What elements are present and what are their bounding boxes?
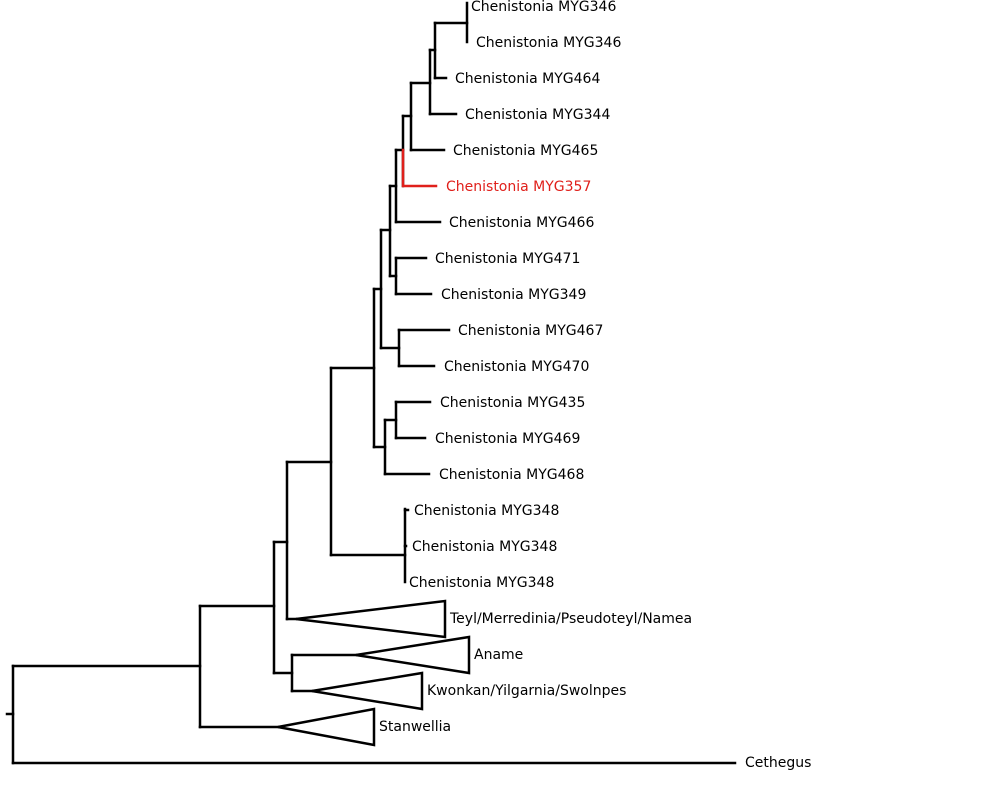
- taxon-label: Chenistonia MYG464: [455, 71, 600, 87]
- clade-label: Stanwellia: [379, 719, 451, 735]
- clade-label: Teyl/Merredinia/Pseudoteyl/Namea: [449, 611, 692, 627]
- taxon-label: Chenistonia MYG466: [449, 215, 594, 231]
- clade-triangle-aname: [355, 635, 471, 675]
- highlighted-taxon-label: Chenistonia MYG357: [446, 179, 591, 195]
- taxon-label: Chenistonia MYG344: [465, 107, 610, 123]
- branch-myg357: [401, 148, 438, 188]
- taxon-label: Chenistonia MYG467: [458, 323, 603, 339]
- taxon-label: Chenistonia MYG348: [409, 575, 554, 591]
- taxon-label: Chenistonia MYG469: [435, 431, 580, 447]
- clade-triangle-stanwellia: [277, 707, 376, 747]
- taxon-label: Chenistonia MYG346: [476, 35, 621, 51]
- taxon-label: Chenistonia MYG346: [471, 0, 616, 15]
- clade-triangle-teyl: [295, 599, 447, 639]
- taxon-label: Chenistonia MYG470: [444, 359, 589, 375]
- clade-triangle-kwonkan: [311, 671, 424, 711]
- taxon-label: Chenistonia MYG435: [440, 395, 585, 411]
- taxon-label: Chenistonia MYG348: [414, 503, 559, 519]
- taxon-label: Chenistonia MYG465: [453, 143, 598, 159]
- outgroup-label: Cethegus: [745, 755, 811, 771]
- taxon-label: Chenistonia MYG471: [435, 251, 580, 267]
- taxon-label: Chenistonia MYG348: [412, 539, 557, 555]
- taxon-label: Chenistonia MYG349: [441, 287, 586, 303]
- taxon-label: Chenistonia MYG468: [439, 467, 584, 483]
- clade-label: Kwonkan/Yilgarnia/Swolnpes: [427, 683, 626, 699]
- clade-label: Aname: [474, 647, 523, 663]
